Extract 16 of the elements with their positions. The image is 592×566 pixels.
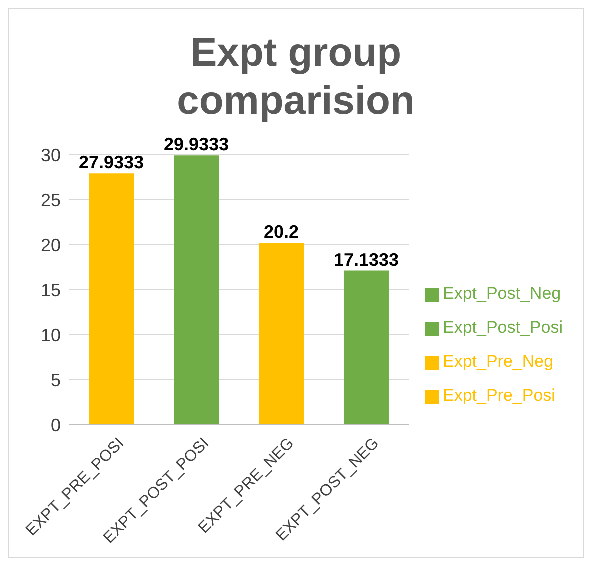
data-label: 17.1333 — [334, 250, 400, 270]
data-label: 20.2 — [264, 222, 300, 242]
y-tick-label: 15 — [40, 280, 61, 300]
data-label: 27.9333 — [78, 152, 144, 173]
y-tick-label: 0 — [50, 415, 61, 436]
y-tick-label: 5 — [50, 370, 61, 390]
data-label: 29.9333 — [164, 134, 230, 155]
y-tick-label: 20 — [40, 235, 61, 256]
legend-label: Expt_Pre_Neg — [442, 352, 554, 371]
legend-label: Expt_Post_Neg — [442, 284, 562, 303]
y-tick-label: 25 — [40, 190, 61, 210]
legend-label: Expt_Post_Posi — [442, 318, 563, 337]
y-tick-label: 10 — [40, 325, 61, 346]
chart-title: Expt group comparision — [176, 30, 416, 125]
legend-label: Expt_Pre_Posi — [442, 386, 556, 405]
y-tick-label: 30 — [40, 145, 61, 166]
